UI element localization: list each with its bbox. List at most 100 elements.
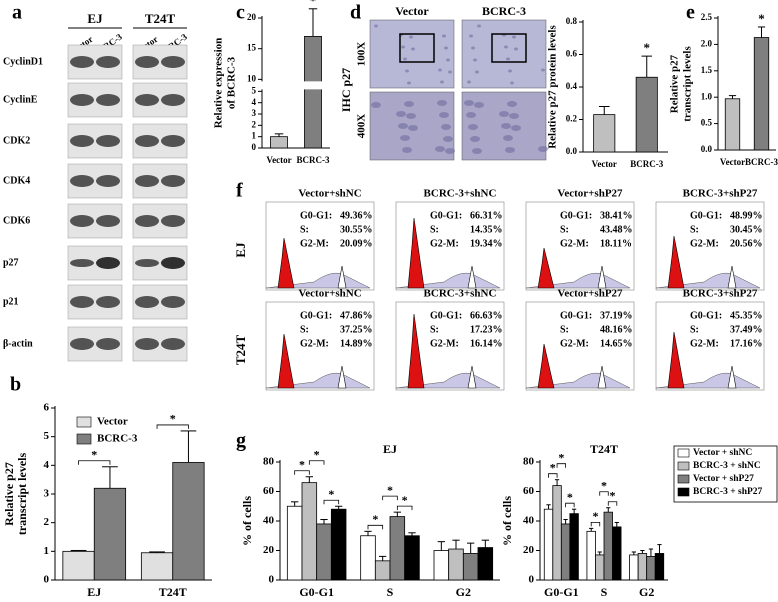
bracket	[367, 524, 384, 530]
phase-label: S:	[300, 324, 309, 335]
x-tick-label: Vector	[592, 159, 617, 169]
band	[70, 56, 94, 68]
bar	[270, 136, 288, 149]
histogram-frame	[525, 301, 635, 391]
band	[96, 338, 120, 350]
band	[96, 257, 120, 269]
y-tick-label: 10	[247, 73, 257, 83]
cell	[403, 57, 407, 61]
cell	[437, 100, 447, 106]
cell	[538, 146, 548, 152]
bar	[62, 550, 95, 581]
phase-label: G2-M:	[300, 238, 329, 249]
bar	[646, 556, 656, 581]
g1-peak	[277, 237, 295, 289]
band	[70, 135, 94, 147]
column-label: Vector	[395, 4, 429, 18]
phase-value: 48.16%	[600, 324, 633, 335]
g1-peak	[537, 247, 555, 289]
y-tick-label: 0.5	[701, 118, 713, 128]
phase-label: G2-M:	[430, 338, 459, 349]
column-label: BCRC-3	[482, 4, 526, 18]
cell	[398, 123, 408, 129]
band	[135, 175, 159, 187]
g1-peak	[537, 343, 555, 389]
band	[70, 215, 94, 227]
y-tick-label: 80	[263, 456, 275, 468]
significance: *	[387, 483, 393, 497]
phase-label: S:	[300, 224, 309, 235]
significance: *	[758, 11, 765, 26]
cell	[499, 111, 509, 117]
cell	[374, 24, 378, 28]
significance: *	[558, 450, 564, 464]
cell	[507, 101, 517, 107]
bracket	[78, 460, 111, 465]
cell	[472, 148, 482, 154]
cell	[511, 125, 521, 131]
inset	[491, 33, 527, 63]
x-tick-label: T24T	[159, 585, 187, 599]
cell	[514, 47, 518, 51]
panel-letter: b	[10, 374, 21, 396]
band	[161, 135, 185, 147]
phase-label: G0-G1:	[300, 210, 332, 221]
phase-value: 66.31%	[470, 210, 503, 221]
panel-letter: e	[686, 2, 695, 24]
y-tick-label: 0.0	[701, 144, 713, 154]
x-tick-label: G2	[456, 585, 471, 599]
bar	[654, 553, 665, 581]
phase-value: 14.65%	[600, 338, 633, 349]
cell	[444, 46, 448, 50]
cell	[469, 34, 473, 38]
phase-label: G2-M:	[430, 238, 459, 249]
g1-peak	[407, 313, 425, 389]
bracket	[599, 491, 609, 496]
phase-value: 18.11%	[600, 238, 632, 249]
y-axis-label: % of cells	[240, 496, 254, 546]
histogram-frame	[525, 201, 635, 291]
condition-title: BCRC-3+shP27	[683, 188, 758, 200]
cell	[445, 148, 455, 154]
protein-label: p27	[3, 257, 19, 268]
y-tick-label: 0	[44, 574, 50, 586]
condition-title: Vector+shP27	[557, 188, 623, 200]
x-tick-label: G2	[639, 585, 654, 599]
y-tick-label: 80	[523, 456, 535, 468]
row-label: 400X	[356, 114, 368, 139]
band	[135, 296, 159, 308]
significance: *	[372, 512, 378, 526]
band	[70, 94, 94, 106]
legend-label: BCRC-3	[97, 433, 138, 445]
g1-peak	[277, 333, 295, 389]
y-axis-label: Relative expression	[213, 38, 225, 129]
bracket	[323, 499, 340, 505]
y-tick-label: 20	[523, 544, 535, 556]
y-tick-label: 5	[44, 430, 50, 442]
phase-value: 19.34%	[470, 238, 503, 249]
band	[70, 338, 94, 350]
band	[135, 338, 159, 350]
row-label: 100X	[356, 42, 368, 67]
condition-title: BCRC-3+shP27	[683, 288, 758, 300]
cell	[406, 113, 416, 119]
y-tick-label: 0.6	[566, 49, 578, 59]
significance: *	[91, 448, 97, 462]
row-label: EJ	[233, 242, 248, 258]
phase-label: G2-M:	[690, 238, 719, 249]
x-tick-label: G0-G1	[299, 585, 334, 599]
bracket	[396, 505, 413, 511]
bar	[93, 487, 127, 581]
bar	[586, 530, 596, 581]
y-tick-label: 60	[523, 485, 535, 497]
band	[96, 215, 120, 227]
y-tick-label: 2.0	[701, 38, 713, 48]
phase-value: 37.49%	[730, 324, 763, 335]
bracket	[308, 460, 325, 465]
bar	[635, 76, 658, 153]
g1-peak	[667, 331, 685, 389]
cell	[435, 146, 445, 152]
cell	[448, 70, 452, 74]
phase-value: 66.63%	[470, 310, 503, 321]
bar	[552, 485, 562, 581]
